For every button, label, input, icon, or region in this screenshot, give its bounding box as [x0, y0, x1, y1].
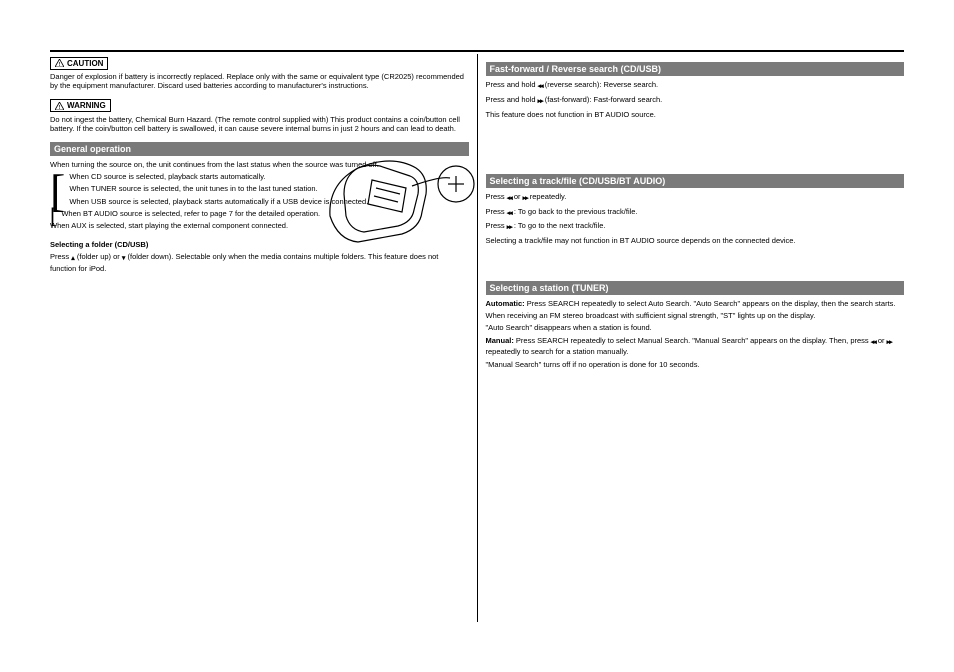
select-line2: Press ▸▸ : To go to the next track/file. — [486, 221, 905, 233]
select-line0: Press ◂◂ or ▸▸ repeatedly. — [486, 192, 905, 204]
next-icon: ▸▸ — [523, 195, 528, 204]
station-item-a: When receiving an FM stereo broadcast wi… — [486, 311, 905, 320]
station-note: "Manual Search" turns off if no operatio… — [486, 360, 905, 369]
section-select-station: Selecting a station (TUNER) — [486, 281, 905, 295]
station-prev-icon: ◂◂ — [871, 339, 876, 348]
caution-badge: ! CAUTION — [50, 57, 108, 70]
fwd-rev-note: This feature does not function in BT AUD… — [486, 110, 905, 119]
forward-icon: ▸▸ — [538, 98, 543, 107]
svg-text:!: ! — [59, 62, 61, 67]
station-item-b: "Auto Search" disappears when a station … — [486, 323, 905, 332]
prev-icon-2: ◂◂ — [507, 210, 512, 219]
warning-triangle-icon: ! — [55, 102, 64, 110]
auto-body: Press SEARCH repeatedly to select Auto S… — [527, 299, 896, 308]
warning-label: WARNING — [67, 101, 106, 110]
fwd-rev-line2: Press and hold ▸▸ (fast-forward): Fast-f… — [486, 95, 905, 107]
reverse-icon: ◂◂ — [538, 83, 543, 92]
caution-triangle-icon: ! — [55, 59, 64, 67]
select-line1: Press ◂◂ : To go back to the previous tr… — [486, 207, 905, 219]
small-bracket-icon: [ — [50, 210, 61, 221]
prev-icon: ◂◂ — [507, 195, 512, 204]
section-fwd-rev: Fast-forward / Reverse search (CD/USB) — [486, 62, 905, 76]
fwd-rev-line1: Press and hold ◂◂ (reverse search): Reve… — [486, 80, 905, 92]
warning-body: Do not ingest the battery, Chemical Burn… — [50, 115, 469, 134]
next-icon-2: ▸▸ — [507, 224, 512, 233]
section-select-track: Selecting a track/file (CD/USB/BT AUDIO) — [486, 174, 905, 188]
caution-body: Danger of explosion if battery is incorr… — [50, 72, 469, 91]
folder-down-icon: ▾ — [122, 255, 126, 264]
manual-label: Manual: — [486, 336, 514, 345]
station-next-icon: ▸▸ — [887, 339, 892, 348]
auto-label: Automatic: — [486, 299, 525, 308]
manual-row: Manual: Press SEARCH repeatedly to selec… — [486, 336, 905, 357]
folder-up-icon: ▴ — [71, 255, 75, 264]
select-note: Selecting a track/file may not function … — [486, 236, 905, 245]
svg-text:!: ! — [59, 105, 61, 110]
remote-device-illustration — [310, 140, 480, 256]
caution-label: CAUTION — [67, 59, 103, 68]
bracket-icon: [ — [50, 179, 69, 202]
warning-badge: ! WARNING — [50, 99, 111, 112]
